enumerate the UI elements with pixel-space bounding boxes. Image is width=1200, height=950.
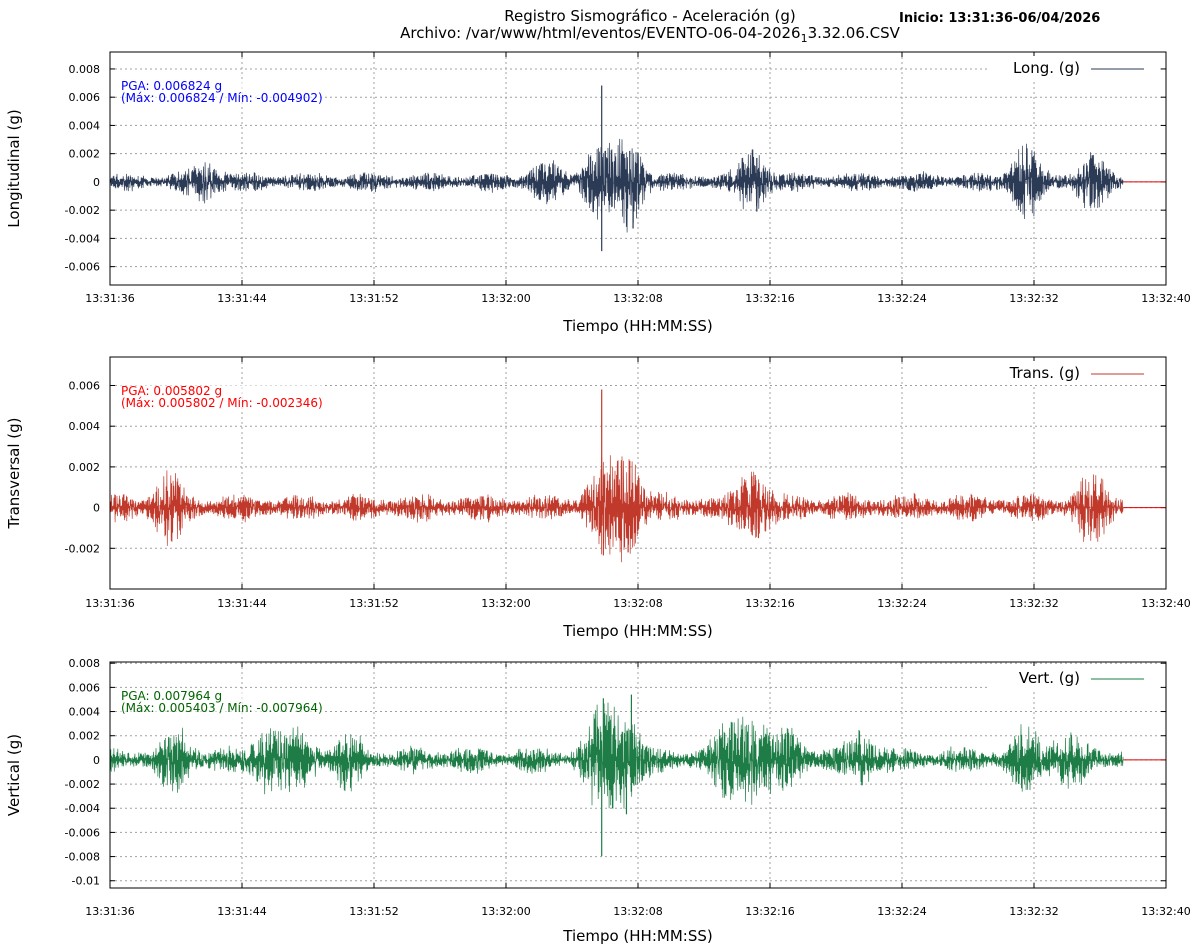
y-axis-title: Transversal (g) [5,417,23,529]
x-tick-label: 13:32:00 [481,292,530,305]
x-axis-title: Tiempo (HH:MM:SS) [562,622,712,640]
chart-title: Registro Sismográfico - Aceleración (g) [504,7,796,25]
legend-background [990,361,1160,385]
waveform-trace [109,138,1124,233]
waveform-trace [109,455,1124,563]
waveform-trace [109,702,1124,809]
x-tick-label: 13:32:08 [613,597,662,610]
max-min-label: (Máx: 0.005403 / Mín: -0.007964) [121,701,323,715]
x-tick-label: 13:32:32 [1009,905,1058,918]
file-subtitle: Archivo: /var/www/html/eventos/EVENTO-06… [300,24,1000,45]
legend-label: Trans. (g) [1009,364,1080,382]
plot-frame [109,51,1167,286]
x-tick-label: 13:31:52 [349,905,398,918]
y-tick-label: 0.006 [69,681,101,694]
x-tick-label: 13:32:16 [745,292,794,305]
x-tick-label: 13:31:36 [85,597,134,610]
x-tick-label: 13:32:32 [1009,597,1058,610]
x-tick-label: 13:32:16 [745,905,794,918]
y-tick-label: -0.002 [65,778,100,791]
x-tick-label: 13:31:44 [217,597,266,610]
x-axis-title: Tiempo (HH:MM:SS) [562,317,712,335]
y-tick-label: -0.008 [65,851,100,864]
y-tick-label: 0.002 [69,148,101,161]
x-tick-label: 13:31:52 [349,597,398,610]
plot-frame [109,661,1167,889]
y-tick-label: 0.006 [69,91,101,104]
x-tick-label: 13:32:00 [481,597,530,610]
x-tick-label: 13:32:24 [877,905,926,918]
x-axis-title: Tiempo (HH:MM:SS) [562,927,712,945]
x-tick-label: 13:32:08 [613,292,662,305]
y-tick-label: 0.002 [69,461,101,474]
annotation-background [119,690,324,716]
pga-label: PGA: 0.007964 g [121,689,222,703]
legend-background [990,56,1160,80]
file-path-subscript: 1 [800,32,808,45]
pga-label: PGA: 0.006824 g [121,79,222,93]
x-tick-label: 13:32:40 [1141,292,1190,305]
x-tick-label: 13:31:52 [349,292,398,305]
y-tick-label: -0.002 [65,542,100,555]
annotation-background [119,385,324,411]
y-tick-label: -0.002 [65,204,100,217]
x-tick-label: 13:31:36 [85,905,134,918]
file-path-prefix: Archivo: /var/www/html/eventos/EVENTO-06… [400,24,801,42]
legend-background [990,666,1160,690]
x-tick-label: 13:32:08 [613,905,662,918]
y-tick-label: 0.002 [69,730,101,743]
y-tick-label: 0.004 [69,420,101,433]
x-tick-label: 13:32:24 [877,597,926,610]
y-tick-label: 0 [93,754,100,767]
x-tick-label: 13:32:40 [1141,905,1190,918]
y-tick-label: 0.004 [69,119,101,132]
max-min-label: (Máx: 0.006824 / Mín: -0.004902) [121,91,323,105]
file-path-suffix: 3.32.06.CSV [807,24,900,42]
max-min-label: (Máx: 0.005802 / Mín: -0.002346) [121,396,323,410]
y-tick-label: 0.006 [69,379,101,392]
y-tick-label: 0 [93,502,100,515]
x-tick-label: 13:31:44 [217,905,266,918]
y-tick-label: -0.004 [65,232,100,245]
y-tick-label: 0 [93,176,100,189]
y-tick-label: -0.01 [72,875,100,888]
y-axis-title: Vertical (g) [5,734,23,816]
legend-label: Long. (g) [1013,59,1080,77]
y-tick-label: 0.004 [69,706,101,719]
x-tick-label: 13:32:32 [1009,292,1058,305]
x-tick-label: 13:31:36 [85,292,134,305]
annotation-background [119,80,324,106]
x-tick-label: 13:32:24 [877,292,926,305]
start-time-label: Inicio: 13:31:36-06/04/2026 [899,11,1101,26]
y-tick-label: -0.006 [65,826,100,839]
x-tick-label: 13:32:40 [1141,597,1190,610]
y-tick-label: -0.004 [65,802,100,815]
x-tick-label: 13:32:16 [745,597,794,610]
y-tick-label: -0.006 [65,261,100,274]
plot-frame [109,356,1167,590]
y-tick-label: 0.008 [69,63,101,76]
pga-label: PGA: 0.005802 g [121,384,222,398]
legend-label: Vert. (g) [1019,669,1080,687]
y-axis-title: Longitudinal (g) [5,109,23,227]
x-tick-label: 13:31:44 [217,292,266,305]
y-tick-label: 0.008 [69,657,101,670]
x-tick-label: 13:32:00 [481,905,530,918]
